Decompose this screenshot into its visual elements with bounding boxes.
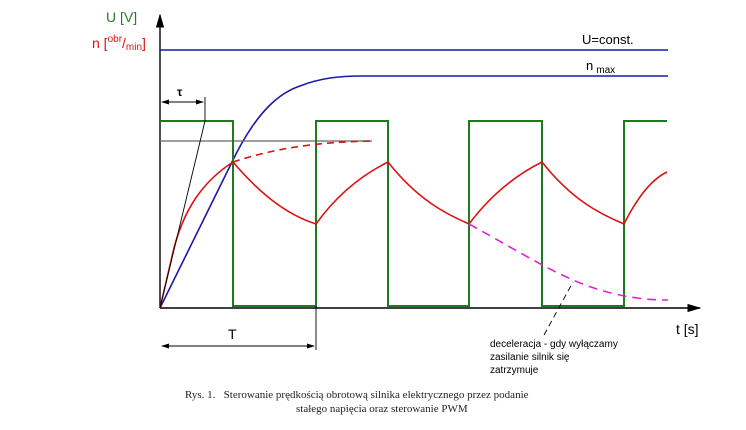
speed-curve-constant-voltage [159,75,668,309]
annotation-leader-line [543,281,574,336]
tau-label: τ [177,85,183,99]
speed-axis-label-sub: min [126,42,142,53]
speed-axis-label-suffix: ] [142,35,146,51]
constant-voltage-label: U=const. [582,32,634,47]
period-label: T [228,326,237,342]
pwm-voltage-signal [160,120,667,307]
n-max-label-main: n [586,58,593,73]
caption-line-2: stałego napięcia oraz sterowanie PWM [296,403,468,415]
annotation-line-1: deceleracja - gdy wyłączamy [490,339,618,350]
annotation-line-3: zatrzymuje [490,365,539,376]
speed-axis-label-prefix: n [ [92,35,108,51]
speed-axis-label-sup: obr [108,34,123,45]
caption-line-1: Rys. 1. Sterowanie prędkością obrotową s… [185,389,529,401]
deceleration-curve [468,223,669,301]
annotation-line-2: zasilanie silnik się [490,352,570,363]
voltage-axis-label: U [V] [106,9,137,25]
n-max-label-sub: max [596,65,615,76]
speed-axis-label-slash: / [122,35,126,51]
speed-axis-label: n [obr/min] [92,34,146,53]
speed-curve-pwm [159,160,668,309]
speed-curve-pwm-dashed [232,140,373,163]
n-max-label: n max [586,58,615,76]
tangent-line [159,120,206,309]
time-axis-label: t [s] [676,321,699,337]
